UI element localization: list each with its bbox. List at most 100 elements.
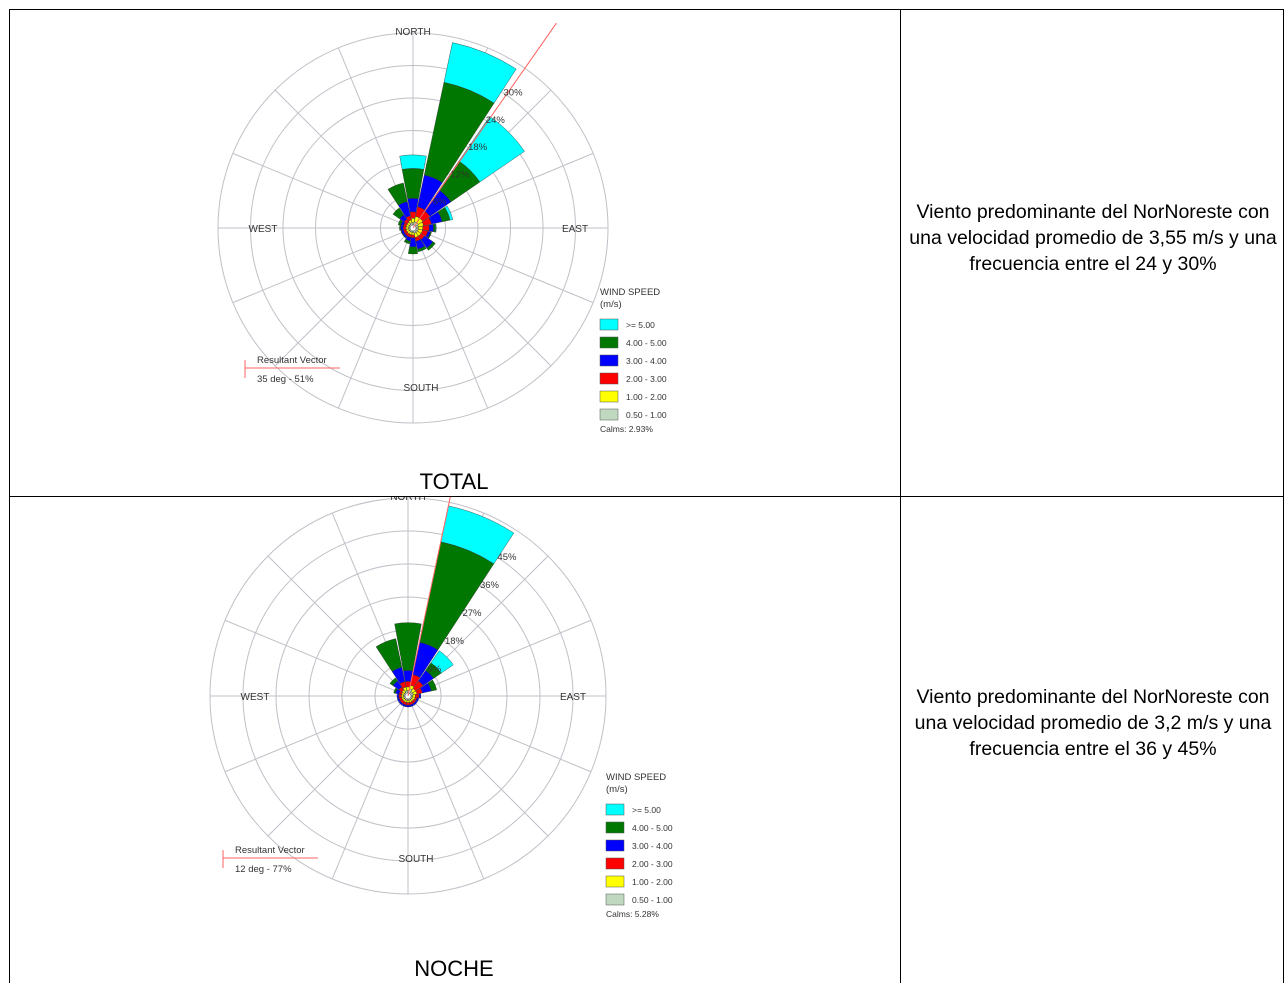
petal-segment: [401, 703, 407, 707]
spoke-line: [407, 619, 592, 697]
legend-bin-label: 4.00 - 5.00: [632, 823, 673, 833]
legend-swatch: [605, 857, 625, 870]
legend-bin-label: >= 5.00: [632, 805, 661, 815]
petal-segment: [375, 638, 403, 672]
ring-label: 18%: [445, 636, 465, 647]
resultant-vector-box: Resultant Vector 12 deg - 77%: [222, 845, 318, 875]
legend-bin-label: 2.00 - 3.00: [632, 859, 673, 869]
west-label: WEST: [249, 224, 278, 235]
petal-segment: [409, 703, 415, 707]
spoke-line: [224, 619, 409, 697]
petal-segment: [435, 223, 437, 233]
spoke-line: [274, 89, 414, 229]
legend-swatch: [599, 372, 619, 385]
spoke-line: [232, 152, 414, 229]
petal-segment: [405, 704, 411, 708]
east-label: EAST: [560, 692, 586, 703]
description-total: Viento predominante del NorNoreste con u…: [909, 201, 1277, 275]
rose-grid: [209, 497, 607, 895]
resultant-vector-title: Resultant Vector: [235, 845, 305, 856]
chart-caption-total: TOTAL: [419, 469, 489, 494]
spoke-line: [412, 227, 489, 409]
spoke-line: [331, 695, 409, 880]
petal-segment: [403, 239, 411, 245]
ring-label: 27%: [462, 608, 482, 619]
petal-segment: [398, 694, 402, 698]
petal-segment: [393, 687, 398, 694]
petal-segment: [399, 154, 427, 170]
spoke-line: [412, 227, 552, 367]
resultant-vector-box: Resultant Vector 35 deg - 51%: [244, 355, 340, 385]
ring-label: 24%: [486, 115, 506, 126]
wind-speed-legend: WIND SPEED(m/s) >= 5.00 4.00 - 5.00 3.00 - …: [599, 287, 667, 434]
petal-segment: [406, 702, 410, 706]
spoke-line: [407, 695, 549, 837]
petal-segment: [400, 230, 404, 236]
petal-segment: [389, 677, 398, 686]
legend-swatch: [605, 875, 625, 888]
petal-segment: [428, 224, 434, 232]
resultant-vector-line: [412, 22, 557, 229]
petal-segment: [427, 679, 437, 692]
ring-label: 9%: [427, 664, 441, 675]
legend-swatch: [599, 318, 619, 331]
petal-segment: [403, 225, 407, 231]
north-label: NORTH: [395, 27, 430, 38]
spoke-line: [337, 227, 414, 409]
legend-swatch: [599, 354, 619, 367]
petal-segment: [458, 116, 525, 183]
legend-bin-label: 2.00 - 3.00: [626, 374, 667, 384]
petal-segment: [408, 246, 418, 255]
legend-bin-label: 4.00 - 5.00: [626, 338, 667, 348]
legend-bin-label: >= 5.00: [626, 320, 655, 330]
petal-segment: [398, 700, 404, 706]
petal-segment: [415, 697, 419, 703]
legend-swatch: [599, 408, 619, 421]
wind-speed-legend: WIND SPEED(m/s) >= 5.00 4.00 - 5.00 3.00 - …: [605, 772, 673, 919]
legend-bin-label: 3.00 - 4.00: [626, 356, 667, 366]
petal-segment: [418, 693, 422, 699]
legend-title: WIND SPEED: [606, 772, 666, 783]
calms-label: Calms: 5.28%: [606, 909, 659, 919]
petal-segment: [397, 219, 403, 226]
legend-bin-label: 1.00 - 2.00: [626, 392, 667, 402]
spoke-line: [232, 227, 414, 304]
ring-label: 6%: [433, 197, 447, 208]
ring-label: 36%: [480, 580, 500, 591]
petal-segment: [426, 241, 436, 251]
petal-segment: [427, 231, 432, 239]
legend-swatch: [605, 893, 625, 906]
petal-segment: [402, 234, 407, 239]
legend-swatch: [605, 839, 625, 852]
spoke-line: [412, 227, 594, 304]
legend-swatch: [599, 336, 619, 349]
petal-segment: [394, 622, 422, 671]
petal-segment: [430, 650, 454, 674]
petal-segment: [412, 700, 418, 706]
windrose-chart-noche: 9% 18% 27% 36% 45% NORTH SOUTH EAST WEST WIND SPE…: [209, 497, 673, 919]
resultant-vector-value: 35 deg - 51%: [257, 374, 314, 385]
petal-segment: [387, 182, 408, 206]
legend-bin-label: 3.00 - 4.00: [632, 841, 673, 851]
rose-petals: [375, 505, 515, 708]
legend-unit: (m/s): [600, 299, 622, 310]
spoke-line: [224, 695, 409, 773]
resultant-vector-value: 12 deg - 77%: [235, 864, 292, 875]
table-row-divider: [9, 496, 1284, 497]
spoke-line: [267, 695, 409, 837]
windrose-chart-total: 6% 12% 18% 24% 30% NORTH SOUTH EAST WEST WIND SPE…: [217, 22, 667, 434]
ring-label: 45%: [497, 552, 517, 563]
legend-bin-label: 1.00 - 2.00: [632, 877, 673, 887]
petal-segment: [396, 693, 400, 699]
ring-label: 30%: [504, 88, 524, 99]
east-label: EAST: [562, 224, 588, 235]
resultant-vector-title: Resultant Vector: [257, 355, 327, 366]
spoke-line: [407, 695, 485, 880]
spoke-line: [274, 227, 414, 367]
legend-title: WIND SPEED: [600, 287, 660, 298]
spoke-line: [407, 695, 592, 773]
legend-swatch: [599, 390, 619, 403]
south-label: SOUTH: [404, 383, 439, 394]
spoke-line: [267, 555, 409, 697]
petal-segment: [392, 207, 405, 220]
